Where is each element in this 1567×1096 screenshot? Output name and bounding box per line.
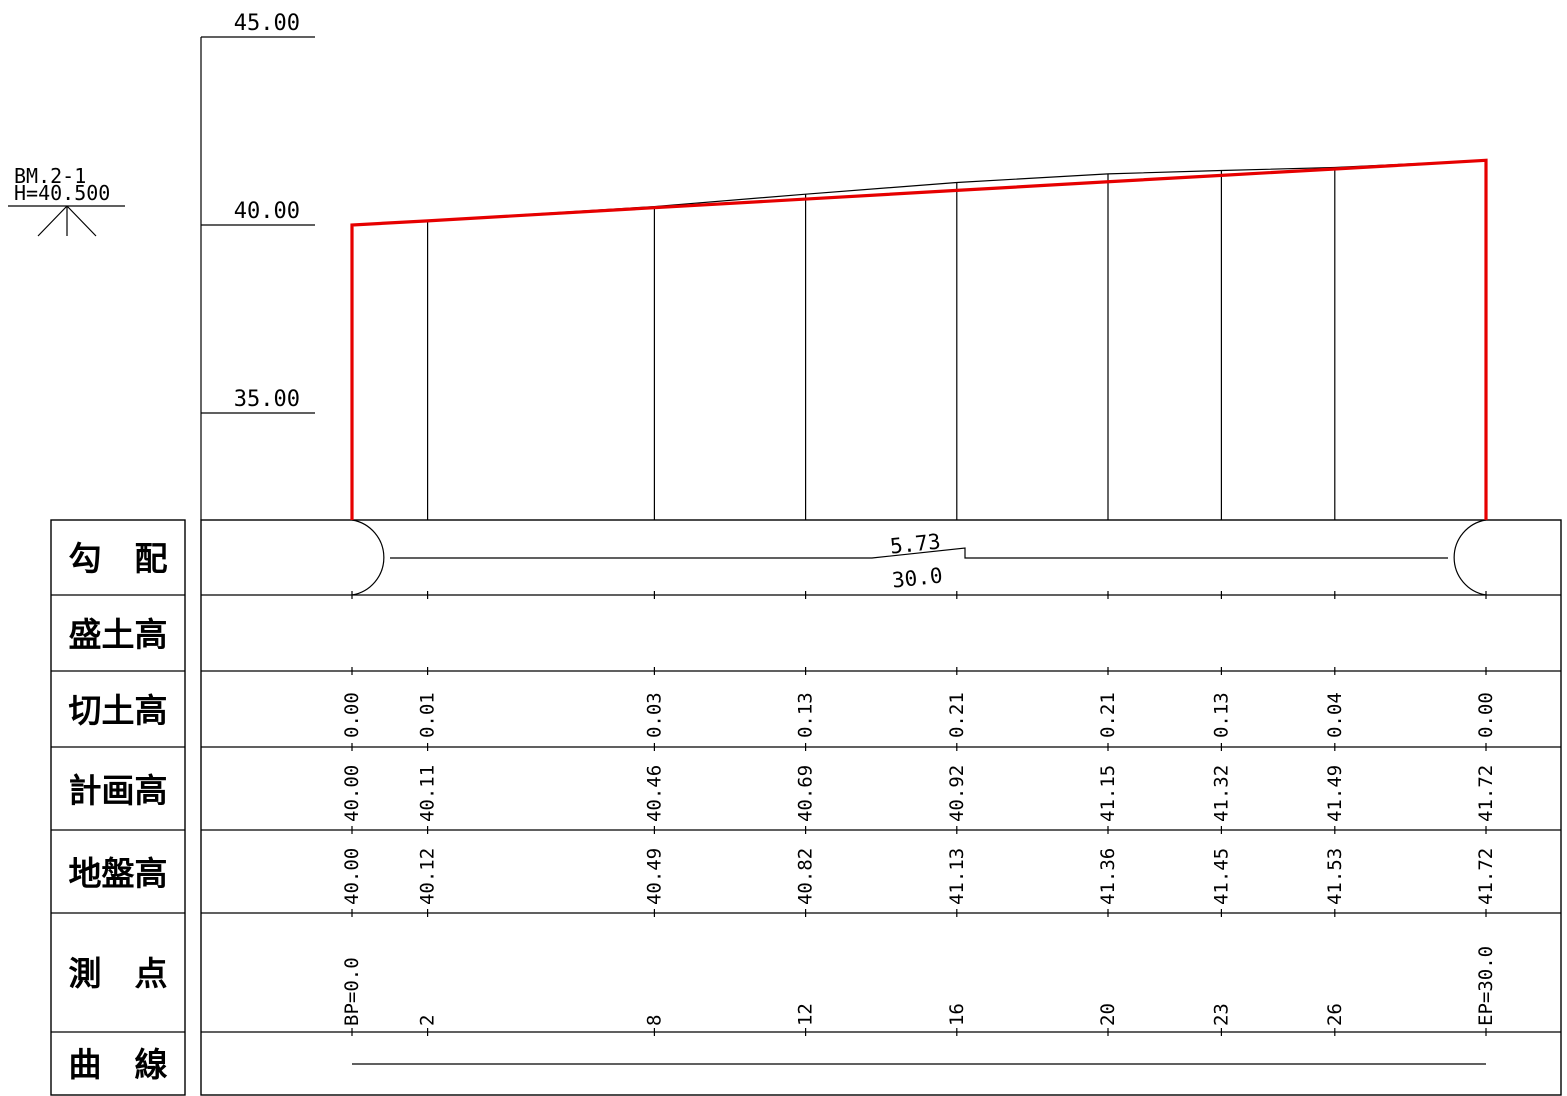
ground-height-value: 40.12 bbox=[417, 848, 439, 905]
table-ticks bbox=[351, 591, 1487, 1036]
row-header-plan-height: 計画高 bbox=[69, 771, 168, 810]
plan-height-value: 40.92 bbox=[946, 765, 968, 822]
scale-label-45: 45.00 bbox=[234, 11, 300, 36]
profile-lines bbox=[350, 158, 1488, 520]
cut-height-value: 0.01 bbox=[417, 692, 439, 738]
cut-height-value: 0.00 bbox=[1475, 692, 1497, 738]
station-label: BP=0.0 bbox=[341, 957, 363, 1026]
table-values: 0.00 40.00 40.00 BP=0.0 0.01 40.11 40.12 2 0.03 4… bbox=[341, 692, 1497, 1026]
plan-height-value: 41.72 bbox=[1475, 765, 1497, 822]
scale-label-40: 40.00 bbox=[234, 199, 300, 224]
ground-height-value: 40.00 bbox=[341, 848, 363, 905]
plan-height-value: 41.15 bbox=[1097, 765, 1119, 822]
cut-height-value: 0.21 bbox=[946, 692, 968, 738]
elevation-scale: 45.00 40.00 35.00 bbox=[200, 11, 315, 520]
plan-profile-line bbox=[350, 158, 1488, 520]
row-header-gradient: 勾 配 bbox=[69, 539, 168, 578]
station-label: 16 bbox=[946, 1003, 968, 1026]
gradient-row: 5.73 30.0 bbox=[351, 519, 1487, 596]
plan-height-value: 41.49 bbox=[1324, 765, 1346, 822]
ground-height-value: 40.49 bbox=[643, 848, 665, 905]
benchmark-height: H=40.500 bbox=[14, 181, 110, 205]
cut-height-value: 0.13 bbox=[1210, 692, 1232, 738]
station-label: 12 bbox=[795, 1003, 817, 1026]
station-label: 8 bbox=[643, 1015, 665, 1026]
row-header-station: 測 点 bbox=[69, 954, 168, 993]
gradient-value: 5.73 bbox=[889, 529, 942, 558]
cut-height-value: 0.21 bbox=[1097, 692, 1119, 738]
benchmark-marker: BM.2-1 H=40.500 bbox=[8, 164, 125, 237]
ground-height-value: 41.53 bbox=[1324, 848, 1346, 905]
vertical-curve-end bbox=[1453, 519, 1487, 596]
ground-height-value: 40.82 bbox=[795, 848, 817, 905]
ground-height-value: 41.36 bbox=[1097, 848, 1119, 905]
ground-height-value: 41.45 bbox=[1210, 848, 1232, 905]
row-header-cut-height: 切土高 bbox=[69, 691, 168, 730]
row-header-fill-height: 盛土高 bbox=[69, 615, 168, 654]
gradient-length: 30.0 bbox=[891, 563, 944, 592]
ground-height-value: 41.72 bbox=[1475, 848, 1497, 905]
row-header-curve: 曲 線 bbox=[69, 1045, 168, 1084]
row-header-column: 勾 配 盛土高 切土高 計画高 地盤高 測 点 曲 線 bbox=[50, 519, 186, 1096]
vertical-curve-start bbox=[351, 519, 385, 596]
row-header-ground-height: 地盤高 bbox=[69, 854, 168, 893]
plan-height-value: 41.32 bbox=[1210, 765, 1232, 822]
ground-height-value: 41.13 bbox=[946, 848, 968, 905]
cut-height-value: 0.13 bbox=[795, 692, 817, 738]
data-table bbox=[200, 519, 1562, 1096]
station-label: 26 bbox=[1324, 1003, 1346, 1026]
benchmark-name: BM.2-1 bbox=[14, 164, 86, 188]
plan-height-value: 40.11 bbox=[417, 765, 439, 822]
gradient-line bbox=[390, 547, 1448, 559]
cut-height-value: 0.00 bbox=[341, 692, 363, 738]
scale-label-35: 35.00 bbox=[234, 387, 300, 412]
station-label: 2 bbox=[417, 1015, 439, 1026]
plan-height-value: 40.69 bbox=[795, 765, 817, 822]
station-label: EP=30.0 bbox=[1475, 946, 1497, 1026]
cut-height-value: 0.03 bbox=[643, 692, 665, 738]
station-label: 23 bbox=[1210, 1003, 1232, 1026]
plan-height-value: 40.00 bbox=[341, 765, 363, 822]
cut-height-value: 0.04 bbox=[1324, 692, 1346, 738]
plan-height-value: 40.46 bbox=[643, 765, 665, 822]
station-label: 20 bbox=[1097, 1003, 1119, 1026]
